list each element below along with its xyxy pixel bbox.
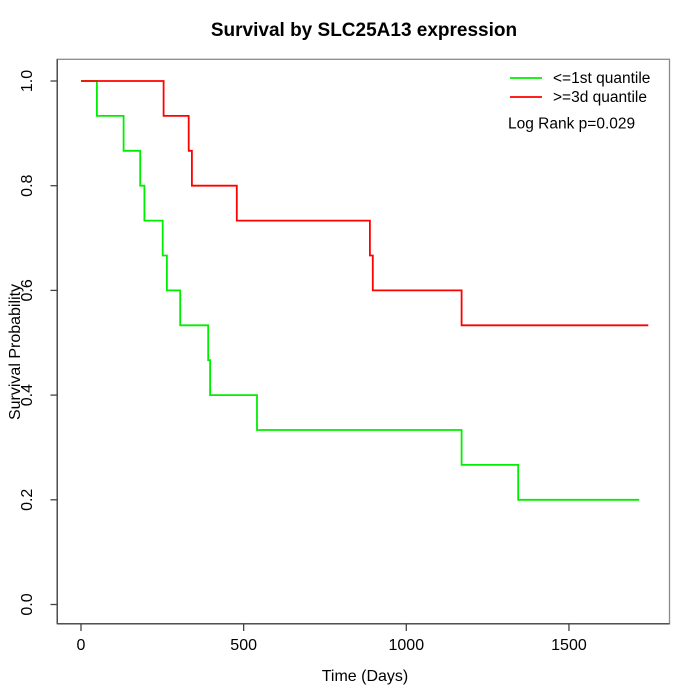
plot-border [56,58,671,625]
legend-label-low-quantile: <=1st quantile [553,70,650,87]
x-tick-label: 0 [77,637,86,654]
logrank-pvalue-annotation: Log Rank p=0.029 [508,116,635,133]
legend-label-high-quantile: >=3d quantile [553,89,647,106]
x-tick-label: 500 [230,637,257,654]
survival-curve-low-quantile [81,80,640,501]
y-tick-label: 0.4 [19,384,36,406]
y-tick-label: 0.0 [19,593,36,615]
chart-title: Survival by SLC25A13 expression [211,20,517,41]
x-tick-label: 1000 [389,637,425,654]
x-axis-label: Time (Days) [322,668,409,685]
y-tick-label: 0.8 [19,174,36,196]
y-tick-label: 1.0 [19,70,36,92]
x-tick-label: 1500 [551,637,587,654]
legend: <=1st quantile >=3d quantile Log Rank p=… [508,70,650,133]
y-tick-label: 0.6 [19,279,36,301]
survival-curves [81,80,649,501]
axes: 0 500 1000 1500 0.0 0.2 0.4 0.6 0.8 1.0 [19,70,587,654]
y-axis-label: Survival Probability [7,284,24,420]
y-tick-label: 0.2 [19,489,36,511]
survival-curve-high-quantile [81,80,649,327]
